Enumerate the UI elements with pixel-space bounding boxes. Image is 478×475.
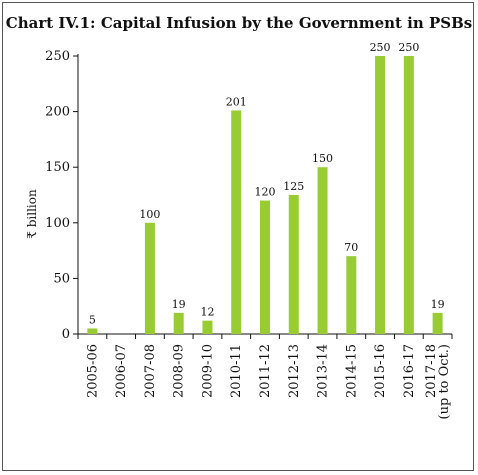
bar bbox=[403, 56, 414, 334]
x-tick-label: 2017-18(up to Oct.) bbox=[424, 344, 452, 419]
y-tick-label: 200 bbox=[45, 105, 70, 120]
x-tick-label: 2007-08 bbox=[143, 344, 158, 398]
data-label: 125 bbox=[283, 180, 304, 193]
x-tick-label: 2011-12 bbox=[258, 344, 273, 398]
data-label: 150 bbox=[312, 152, 333, 165]
bar bbox=[317, 167, 328, 334]
x-tick-label-line: 2009-10 bbox=[200, 344, 215, 398]
data-label: 250 bbox=[370, 41, 391, 54]
x-tick-label: 2016-17 bbox=[402, 344, 417, 398]
y-axis-label: ₹ billion bbox=[25, 189, 39, 239]
data-label: 19 bbox=[431, 298, 445, 311]
x-tick-label: 2014-15 bbox=[344, 344, 359, 398]
y-tick-label: 100 bbox=[45, 216, 70, 231]
x-tick-label-line: 2011-12 bbox=[258, 344, 273, 398]
data-label: 12 bbox=[200, 306, 214, 319]
data-label: 100 bbox=[139, 208, 160, 221]
data-label: 70 bbox=[344, 241, 358, 254]
data-label: 5 bbox=[89, 313, 96, 326]
x-tick-label: 2013-14 bbox=[316, 344, 331, 398]
x-tick-label: 2015-16 bbox=[373, 344, 388, 398]
x-tick-label-line: 2014-15 bbox=[344, 344, 359, 398]
bar bbox=[87, 328, 98, 334]
bar bbox=[375, 56, 386, 334]
bar bbox=[346, 256, 357, 334]
bar bbox=[260, 200, 270, 334]
bar bbox=[202, 320, 213, 334]
x-tick-label-line: 2016-17 bbox=[402, 344, 417, 398]
x-tick-label-line: 2008-09 bbox=[172, 344, 187, 398]
x-tick-label-line: 2012-13 bbox=[287, 344, 302, 398]
x-tick-label: 2012-13 bbox=[287, 344, 302, 398]
y-tick-label: 50 bbox=[53, 271, 70, 286]
x-tick-label: 2010-11 bbox=[229, 344, 244, 398]
x-tick-label: 2008-09 bbox=[172, 344, 187, 398]
bar bbox=[144, 222, 155, 334]
data-label: 201 bbox=[226, 95, 247, 108]
x-tick-label: 2005-06 bbox=[85, 344, 100, 398]
bar bbox=[432, 312, 443, 334]
x-tick-label: 2006-07 bbox=[114, 344, 129, 398]
bar bbox=[288, 195, 299, 334]
x-tick-label-line: (up to Oct.) bbox=[437, 344, 452, 419]
bar bbox=[231, 110, 242, 334]
x-tick-label-line: 2006-07 bbox=[114, 344, 129, 398]
y-tick-label: 250 bbox=[45, 49, 70, 64]
data-label: 120 bbox=[255, 186, 276, 199]
x-tick-label-line: 2015-16 bbox=[373, 344, 388, 398]
data-label: 250 bbox=[398, 41, 419, 54]
y-tick-label: 0 bbox=[62, 327, 70, 342]
chart-title: Chart IV.1: Capital Infusion by the Gove… bbox=[5, 14, 473, 32]
x-tick-label-line: 2005-06 bbox=[85, 344, 100, 398]
y-tick-label: 150 bbox=[45, 160, 70, 175]
x-tick-label-line: 2007-08 bbox=[143, 344, 158, 398]
x-tick-label-line: 2013-14 bbox=[316, 344, 331, 398]
x-tick-label-line: 2017-18 bbox=[424, 344, 439, 398]
x-tick-label-line: 2010-11 bbox=[229, 344, 244, 398]
data-label: 19 bbox=[172, 298, 186, 311]
bar bbox=[173, 312, 184, 334]
x-tick-label: 2009-10 bbox=[200, 344, 215, 398]
